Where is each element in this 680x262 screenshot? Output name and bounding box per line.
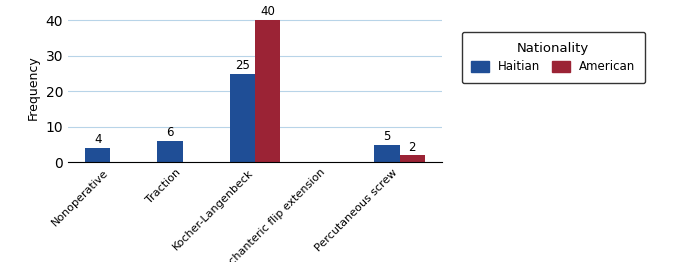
- Text: 25: 25: [235, 59, 250, 72]
- Bar: [255, 20, 280, 162]
- Bar: [230, 74, 255, 162]
- Bar: [157, 141, 183, 162]
- Bar: [375, 145, 400, 162]
- Bar: [400, 155, 425, 162]
- Text: 4: 4: [94, 133, 101, 146]
- Legend: Haitian, American: Haitian, American: [462, 32, 645, 83]
- Y-axis label: Frequency: Frequency: [27, 55, 40, 120]
- Bar: [85, 148, 110, 162]
- Text: 40: 40: [260, 6, 275, 18]
- Text: 5: 5: [384, 130, 391, 143]
- Text: 2: 2: [409, 140, 416, 154]
- Text: 6: 6: [166, 126, 174, 139]
